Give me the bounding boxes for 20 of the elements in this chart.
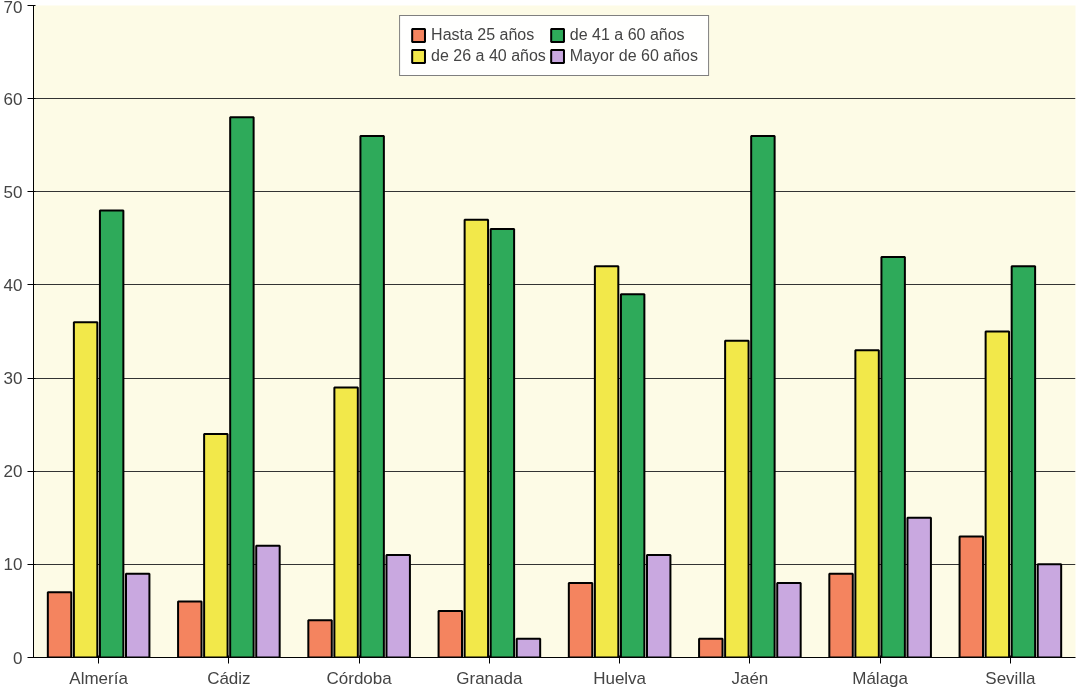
x-tick-label: Cádiz <box>207 668 251 688</box>
y-tick-label: 50 <box>3 182 23 202</box>
x-tick-label: Córdoba <box>326 668 393 688</box>
x-tick-label: Huelva <box>593 668 647 688</box>
legend-label: Mayor de 60 años <box>569 47 698 65</box>
x-tick-label: Málaga <box>852 668 909 688</box>
y-tick-label: 30 <box>3 369 23 389</box>
x-tick-label: Jaén <box>731 668 769 688</box>
x-tick-label: Sevilla <box>985 668 1036 688</box>
y-tick-label: 60 <box>3 89 23 109</box>
y-tick-label: 20 <box>3 462 23 482</box>
legend-label: de 26 a 40 años <box>431 47 546 65</box>
y-tick-label: 0 <box>13 648 23 668</box>
legend-label: Hasta 25 años <box>431 26 535 44</box>
x-tick-label: Almería <box>69 668 129 688</box>
y-tick-label: 10 <box>3 555 23 575</box>
y-tick-label: 40 <box>3 275 23 295</box>
x-tick-label: Granada <box>456 668 523 688</box>
y-tick-label: 70 <box>3 0 23 17</box>
legend-label: de 41 a 60 años <box>569 26 685 44</box>
